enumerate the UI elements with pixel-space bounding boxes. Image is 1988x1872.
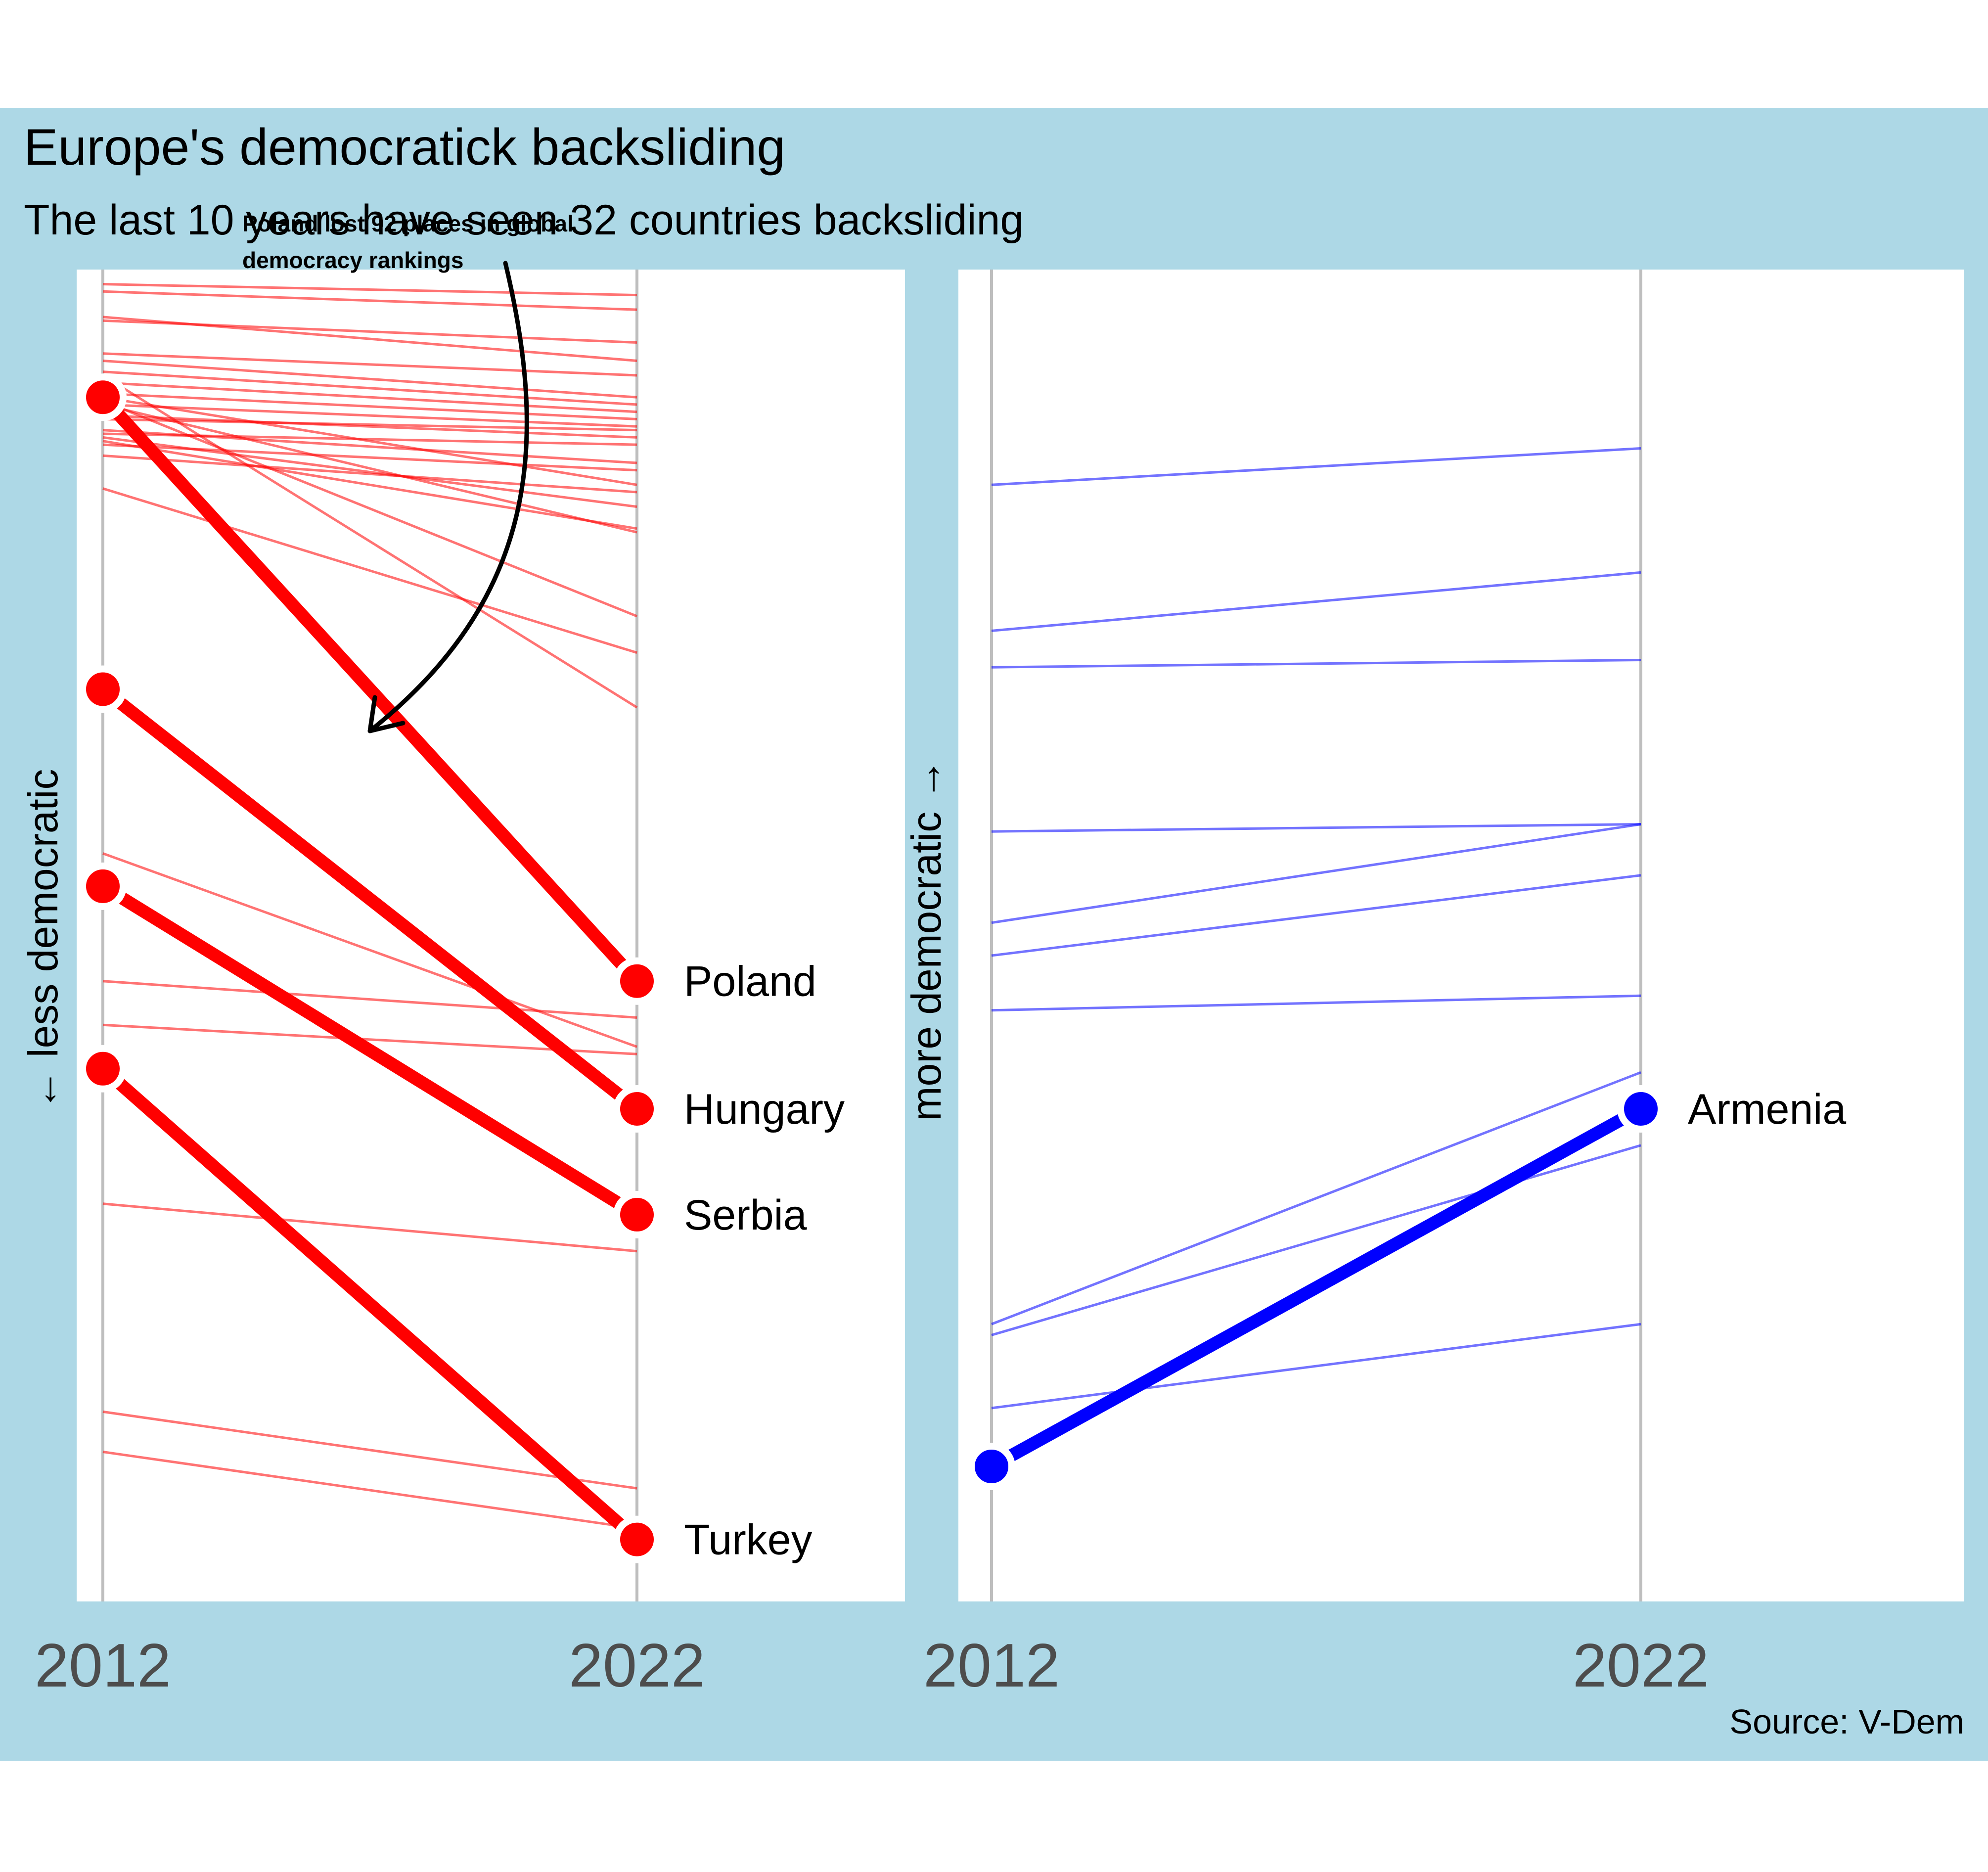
- series-line-armenia: [988, 1103, 1644, 1472]
- series-line-backsliding-20: [102, 403, 637, 534]
- panel-backsliding: [77, 270, 905, 1601]
- point-poland-2022: [613, 957, 661, 1005]
- series-line-backsliding-19: [102, 440, 637, 530]
- series-line-backsliding-24: [102, 980, 637, 1019]
- point-armenia-2022: [1617, 1085, 1665, 1133]
- series-line-backsliding-2: [102, 290, 637, 311]
- series-line-advancing-4: [991, 822, 1641, 833]
- x-tick-label-advancing-2022: 2022: [1573, 1632, 1709, 1700]
- point-poland-2012: [79, 373, 127, 421]
- point-hungary-2022: [613, 1085, 661, 1133]
- annotation-arrow: [367, 261, 529, 733]
- series-line-backsliding-7: [102, 370, 637, 406]
- point-serbia-2012: [79, 862, 127, 910]
- series-line-backsliding-27: [102, 1202, 637, 1253]
- series-line-backsliding-22: [102, 487, 637, 654]
- series-line-hungary: [98, 684, 641, 1114]
- series-line-serbia: [99, 880, 640, 1220]
- x-tick-label-backsliding-2022: 2022: [569, 1632, 705, 1700]
- series-line-backsliding-6: [102, 359, 637, 399]
- chart-title: Europe's democratick backsliding: [24, 119, 785, 176]
- series-line-backsliding-17: [102, 396, 637, 486]
- series-line-backsliding-28: [102, 1410, 637, 1490]
- series-line-backsliding-25: [102, 1023, 637, 1055]
- series-line-advancing-6: [991, 874, 1641, 957]
- series-line-backsliding-9: [102, 392, 637, 420]
- chart-marks: Poland Hungary Serbia Turkey 2012 2022 Armenia…: [35, 270, 1846, 1700]
- x-tick-label-advancing-2012: 2012: [923, 1632, 1060, 1700]
- data-label-hungary: Hungary: [684, 1086, 845, 1133]
- series-line-backsliding-29: [102, 1451, 637, 1530]
- series-line-advancing-10: [991, 1323, 1641, 1410]
- poland-annotation: Poland lost 92 places in global democracy…: [242, 211, 574, 273]
- series-line-backsliding-5: [102, 352, 637, 377]
- series-line-backsliding-18: [102, 436, 637, 508]
- data-label-poland: Poland: [684, 958, 816, 1005]
- series-line-advancing-2: [991, 571, 1641, 632]
- data-label-armenia: Armenia: [1688, 1086, 1846, 1133]
- y-axis-label-left: ← less democratic: [20, 769, 66, 1111]
- point-hungary-2012: [79, 665, 127, 713]
- panel-advancing: [958, 270, 1964, 1601]
- series-line-advancing-8: [991, 1071, 1641, 1325]
- chart-subtitle: The last 10 years have seen 32 countries…: [24, 196, 1024, 244]
- y-axis-label-right: more democratic →: [903, 759, 949, 1121]
- series-line-turkey: [98, 1064, 641, 1545]
- point-armenia-2012: [968, 1443, 1015, 1491]
- series-line-backsliding-23: [102, 374, 638, 709]
- x-tick-label-backsliding-2012: 2012: [35, 1632, 171, 1700]
- series-line-backsliding-8: [102, 381, 637, 413]
- series-line-advancing-3: [991, 658, 1641, 669]
- series-line-backsliding-12: [102, 414, 637, 439]
- series-line-backsliding-15: [102, 454, 637, 494]
- series-line-advancing-9: [991, 1144, 1641, 1336]
- series-line-backsliding-26: [102, 852, 637, 1048]
- series-line-backsliding-11: [102, 418, 637, 432]
- source-caption: Source: V-Dem: [1729, 1702, 1964, 1741]
- point-turkey-2022: [613, 1515, 661, 1563]
- series-line-backsliding-4: [102, 316, 637, 362]
- series-line-backsliding-21: [102, 400, 637, 618]
- point-turkey-2012: [79, 1045, 127, 1093]
- series-line-backsliding-10: [102, 403, 637, 428]
- point-serbia-2022: [613, 1190, 661, 1238]
- series-line-advancing-1: [991, 447, 1641, 486]
- series-line-backsliding-1: [102, 283, 637, 297]
- data-label-turkey: Turkey: [684, 1516, 813, 1564]
- series-line-advancing-7: [991, 994, 1641, 1012]
- series-line-advancing-5: [991, 822, 1641, 924]
- series-line-poland: [98, 393, 642, 986]
- data-label-serbia: Serbia: [684, 1191, 807, 1239]
